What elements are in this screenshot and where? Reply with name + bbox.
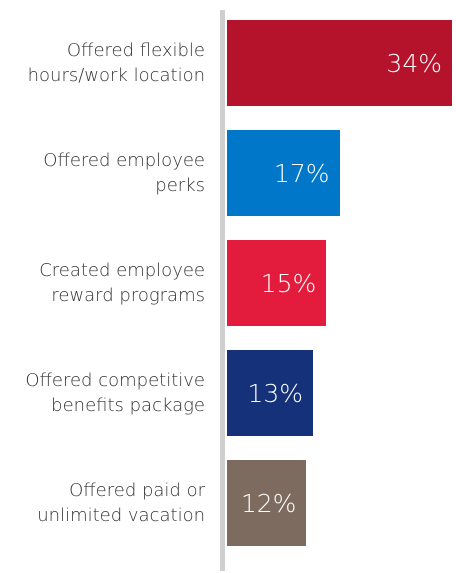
- bar: 17%: [227, 130, 340, 216]
- category-label: Created employee reward programs: [39, 260, 205, 306]
- category-label: Offered flexible hours/work location: [27, 40, 205, 86]
- bar: 34%: [227, 20, 452, 106]
- value-label: 34%: [386, 48, 442, 78]
- bar: 13%: [227, 350, 314, 436]
- category-label: Offered paid or unlimited vacation: [37, 480, 205, 526]
- category-label: Offered employee perks: [43, 150, 205, 196]
- value-label: 15%: [260, 268, 317, 298]
- value-label: 17%: [273, 158, 330, 188]
- value-label: 12%: [240, 488, 297, 518]
- bar: 12%: [227, 460, 307, 546]
- category-label: Offered competitive benefits package: [25, 370, 205, 416]
- bar: 15%: [227, 240, 327, 326]
- value-label: 13%: [247, 378, 304, 408]
- axis-line: [220, 10, 225, 571]
